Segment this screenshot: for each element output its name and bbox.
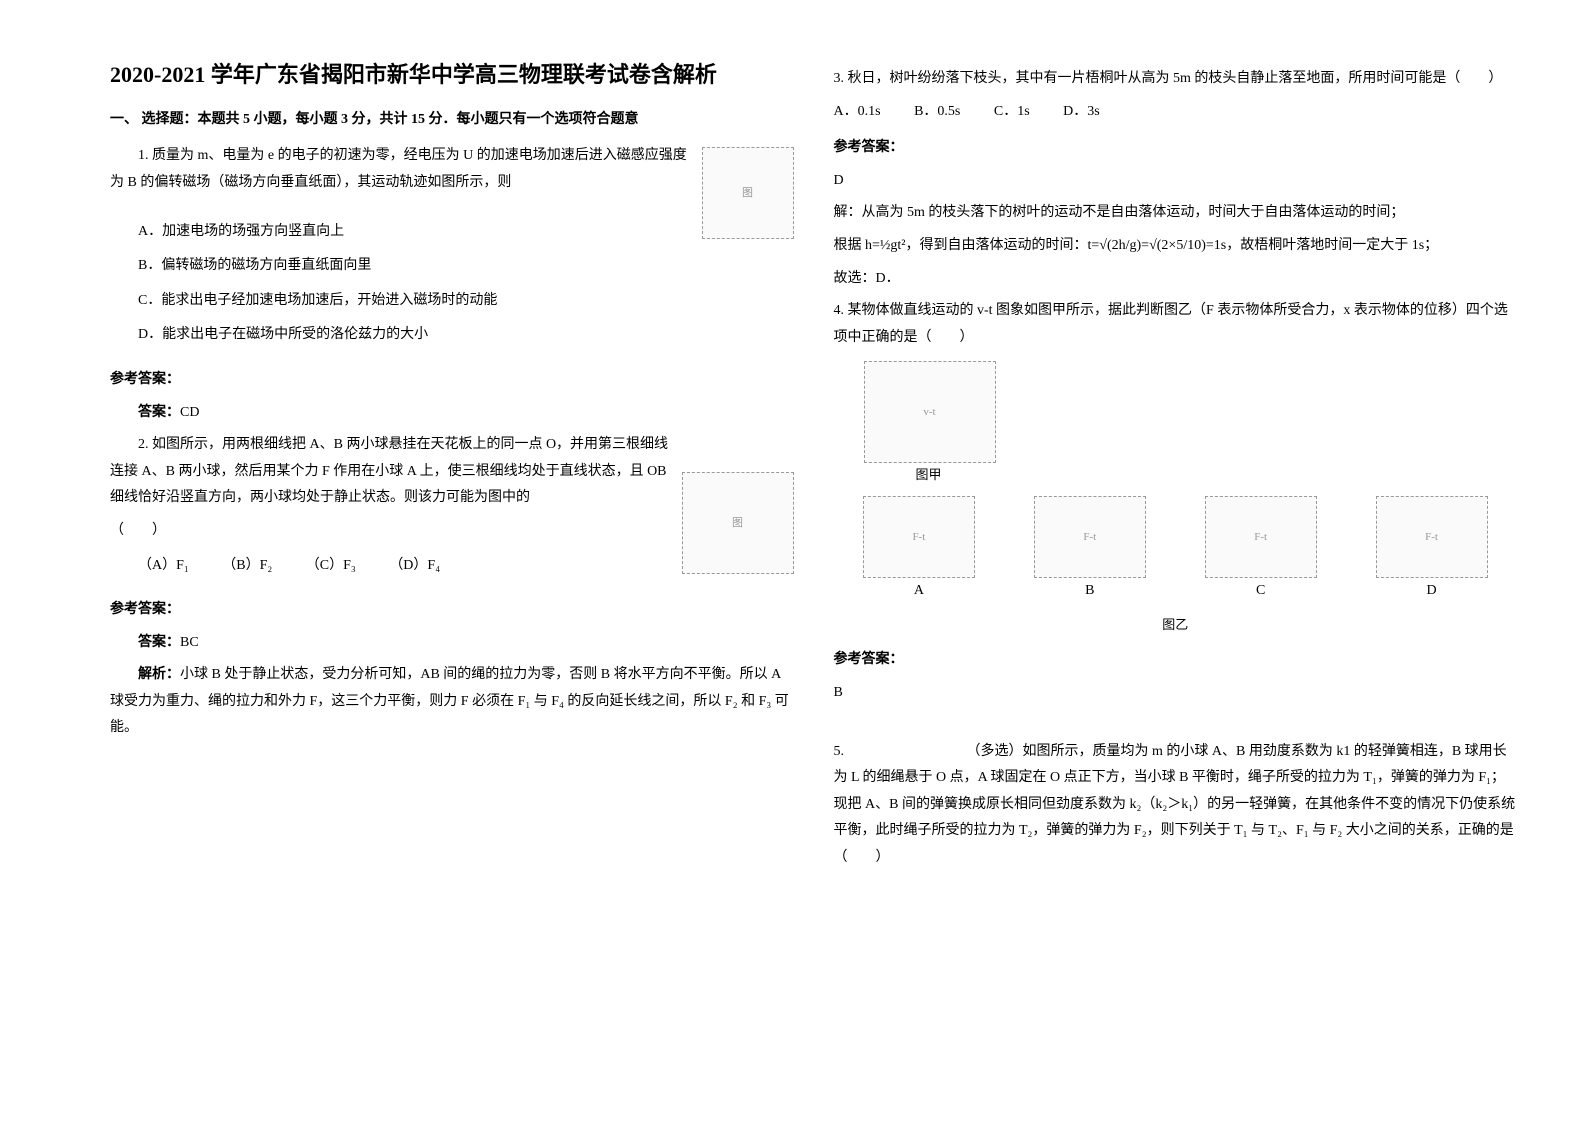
q4-figure-1-wrap: v-t 图甲 — [864, 361, 1518, 488]
q4-figure-2-label: 图乙 — [834, 613, 1518, 638]
q2-explain-label: 解析： — [138, 667, 180, 682]
q1-figure: 图 — [702, 147, 794, 239]
q3-answer: D — [834, 168, 1518, 195]
q4-sub-b-wrap: F-t B — [1034, 496, 1146, 605]
question-1: 图 1. 质量为 m、电量为 e 的电子的初速为零，经电压为 U 的加速电场加速… — [110, 143, 794, 357]
q4-answer: B — [834, 680, 1518, 707]
q4-sub-c-fig: F-t — [1205, 496, 1317, 578]
q1-figure-label: 图 — [742, 183, 753, 204]
q3-stem: 3. 秋日，树叶纷纷落下枝头，其中有一片梧桐叶从高为 5m 的枝头自静止落至地面… — [834, 66, 1518, 93]
q1-ref-label: 参考答案： — [110, 367, 794, 394]
q2-figure: 图 — [682, 472, 794, 574]
q3-explain-2-post: ，故梧桐叶落地时间一定大于 1s； — [1226, 238, 1438, 253]
spacer-2 — [834, 713, 1518, 733]
exam-page: 2020-2021 学年广东省揭阳市新华中学高三物理联考试卷含解析 一、 选择题… — [0, 0, 1587, 1122]
q2-answer-label: 答案： — [138, 635, 180, 650]
q2-option-b: （B）F₂ — [222, 553, 272, 580]
q2-option-d: （D）F₄ — [389, 553, 440, 580]
q4-sub-c: C — [1205, 578, 1317, 605]
q3-explain-3: 故选：D． — [834, 266, 1518, 293]
q2-answer: BC — [180, 635, 199, 650]
q4-sub-d: D — [1376, 578, 1488, 605]
q4-figure-1-label: 图甲 — [864, 463, 994, 488]
q1-option-a: A．加速电场的场强方向竖直向上 — [138, 219, 794, 246]
spacer — [110, 203, 794, 211]
q3-option-d: D．3s — [1063, 99, 1100, 126]
q1-answer-label: 答案： — [138, 405, 180, 420]
q4-sub-b-fig: F-t — [1034, 496, 1146, 578]
q3-option-a: A．0.1s — [834, 99, 881, 126]
q2-ref-label: 参考答案： — [110, 597, 794, 624]
q4-ref-label: 参考答案： — [834, 647, 1518, 674]
q4-sub-a-fig: F-t — [863, 496, 975, 578]
q3-explain-1: 解：从高为 5m 的枝头落下的树叶的运动不是自由落体运动，时间大于自由落体运动的… — [834, 200, 1518, 227]
q1-answer: CD — [180, 405, 199, 420]
q3-options: A．0.1s B．0.5s C．1s D．3s — [834, 99, 1518, 126]
q3-option-c: C．1s — [994, 99, 1030, 126]
q3-explain-2-pre: 根据 h=½gt²，得到自由落体运动的时间：t= — [834, 238, 1100, 253]
q4-figure-1: v-t — [864, 361, 996, 463]
q4-figure-2-row: F-t A F-t B F-t C F-t D — [834, 496, 1518, 605]
q1-answer-row: 答案：CD — [138, 400, 794, 427]
exam-title: 2020-2021 学年广东省揭阳市新华中学高三物理联考试卷含解析 — [110, 60, 794, 91]
q1-option-d: D．能求出电子在磁场中所受的洛伦兹力的大小 — [138, 322, 794, 349]
q2-answer-row: 答案：BC — [138, 630, 794, 657]
q2-explain-text: 小球 B 处于静止状态，受力分析可知，AB 间的绳的拉力为零，否则 B 将水平方… — [110, 667, 789, 735]
q4-sub-c-wrap: F-t C — [1205, 496, 1317, 605]
q4-sub-d-fig: F-t — [1376, 496, 1488, 578]
q5-stem: 5. （多选）如图所示，质量均为 m 的小球 A、B 用劲度系数为 k1 的轻弹… — [834, 739, 1518, 872]
q1-stem: 1. 质量为 m、电量为 e 的电子的初速为零，经电压为 U 的加速电场加速后进… — [110, 143, 794, 196]
q3-option-b: B．0.5s — [914, 99, 960, 126]
question-2: 图 2. 如图所示，用两根细线把 A、B 两小球悬挂在天花板上的同一点 O，并用… — [110, 432, 794, 587]
right-column: 3. 秋日，树叶纷纷落下枝头，其中有一片梧桐叶从高为 5m 的枝头自静止落至地面… — [814, 60, 1538, 1082]
q4-sub-d-wrap: F-t D — [1376, 496, 1488, 605]
q2-option-c: （C）F₃ — [306, 553, 356, 580]
q2-figure-label: 图 — [732, 513, 743, 534]
q4-stem: 4. 某物体做直线运动的 v-t 图象如图甲所示，据此判断图乙（F 表示物体所受… — [834, 298, 1518, 351]
q3-ref-label: 参考答案： — [834, 135, 1518, 162]
q4-sub-b: B — [1034, 578, 1146, 605]
q4-sub-a-wrap: F-t A — [863, 496, 975, 605]
q2-option-a: （A）F₁ — [138, 553, 189, 580]
q4-sub-a: A — [863, 578, 975, 605]
q3-explain-2-mid: √(2h/g)=√(2×5/10)=1s — [1099, 238, 1226, 253]
left-column: 2020-2021 学年广东省揭阳市新华中学高三物理联考试卷含解析 一、 选择题… — [90, 60, 814, 1082]
q2-explain: 解析：小球 B 处于静止状态，受力分析可知，AB 间的绳的拉力为零，否则 B 将… — [110, 662, 794, 742]
q1-option-c: C．能求出电子经加速电场加速后，开始进入磁场时的动能 — [138, 288, 794, 315]
q1-option-b: B．偏转磁场的磁场方向垂直纸面向里 — [138, 253, 794, 280]
q3-explain-2: 根据 h=½gt²，得到自由落体运动的时间：t=√(2h/g)=√(2×5/10… — [834, 233, 1518, 260]
section-1-heading: 一、 选择题：本题共 5 小题，每小题 3 分，共计 15 分．每小题只有一个选… — [110, 107, 794, 134]
